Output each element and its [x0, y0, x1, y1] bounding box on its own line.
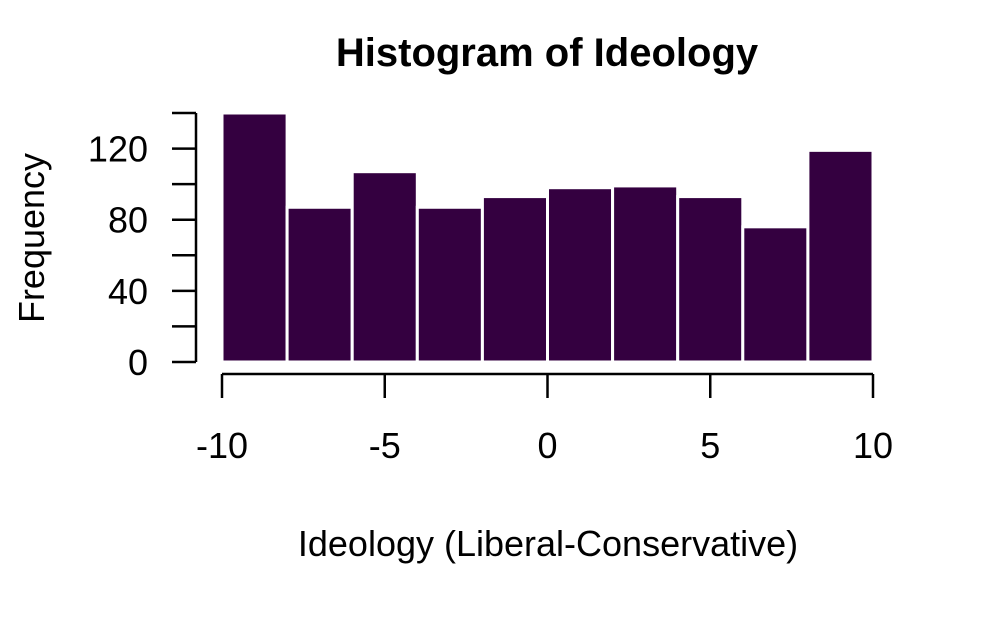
x-tick-label: 5 — [700, 425, 720, 466]
y-axis-label: Frequency — [11, 153, 52, 323]
y-axis: 0 40 80 120 — [88, 111, 198, 383]
x-tick-label: 10 — [853, 425, 893, 466]
y-tick-label: 0 — [128, 342, 148, 383]
x-axis-label: Ideology (Liberal-Conservative) — [298, 523, 798, 564]
y-tick-label: 80 — [108, 200, 148, 241]
histogram-bar — [415, 205, 484, 364]
x-tick-label: 0 — [537, 425, 557, 466]
x-tick-label: -5 — [369, 425, 401, 466]
y-tick-label: 120 — [88, 129, 148, 170]
histogram-bar — [285, 205, 354, 364]
histogram-bar — [546, 186, 615, 364]
x-tick-label: -10 — [196, 425, 248, 466]
histogram-bar — [806, 148, 875, 364]
histogram-bar — [611, 184, 680, 364]
x-axis: -10 -5 0 5 10 — [196, 372, 893, 466]
histogram-bars — [220, 111, 875, 364]
histogram-bar — [480, 195, 549, 364]
y-tick-label: 40 — [108, 271, 148, 312]
histogram-bar — [741, 225, 810, 364]
histogram-bar — [676, 195, 745, 364]
histogram-bar — [220, 111, 289, 364]
chart-title: Histogram of Ideology — [336, 31, 759, 75]
histogram-bar — [350, 170, 419, 364]
